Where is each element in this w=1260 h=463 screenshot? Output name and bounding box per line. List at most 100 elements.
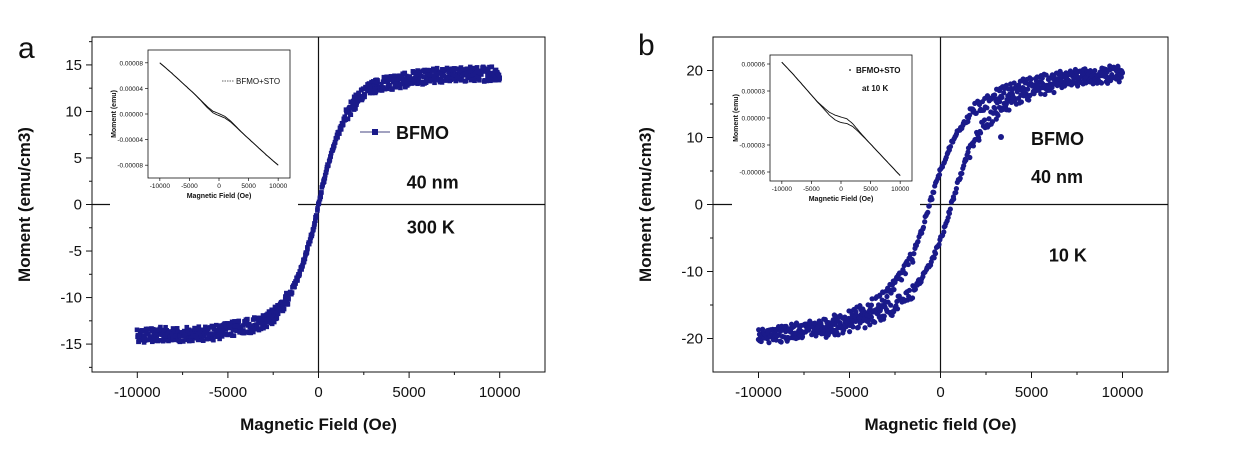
- data-point: [835, 332, 841, 338]
- y-tick-label: -10: [681, 264, 703, 281]
- data-point: [473, 65, 479, 71]
- data-point: [275, 311, 281, 316]
- data-point: [248, 330, 254, 336]
- data-point: [946, 210, 953, 217]
- annotation-temperature: 300 K: [407, 217, 455, 237]
- data-point: [322, 175, 328, 181]
- data-point: [281, 306, 287, 312]
- inset-y-tick-label: -0.00008: [117, 163, 143, 170]
- data-point: [332, 139, 338, 145]
- data-point: [1080, 71, 1086, 77]
- data-point: [313, 215, 319, 220]
- data-point: [176, 338, 182, 344]
- data-point: [393, 73, 398, 79]
- data-point: [778, 339, 784, 345]
- data-point: [431, 73, 437, 79]
- data-point: [395, 83, 401, 89]
- data-point: [400, 78, 406, 84]
- data-point: [1020, 84, 1026, 91]
- data-point: [953, 186, 960, 192]
- data-point: [920, 224, 927, 230]
- data-point: [393, 80, 399, 85]
- data-point: [959, 170, 965, 177]
- data-point: [359, 97, 365, 103]
- data-point: [981, 117, 988, 123]
- inset-x-axis-title: Magnetic Field (Oe): [187, 193, 252, 200]
- data-point: [367, 84, 373, 90]
- data-point: [325, 163, 331, 169]
- data-point: [1116, 79, 1122, 85]
- data-point: [345, 116, 351, 122]
- inset-y-tick-label: 0.00004: [120, 86, 144, 93]
- inset-x-tick-label: -5000: [803, 186, 820, 193]
- data-point: [496, 72, 502, 78]
- data-point: [970, 143, 976, 149]
- data-point: [415, 68, 420, 73]
- data-point: [253, 316, 259, 322]
- data-point: [312, 218, 318, 223]
- data-point: [338, 127, 344, 132]
- data-point: [196, 324, 202, 329]
- data-point: [254, 324, 260, 330]
- data-point: [463, 78, 469, 84]
- data-point: [276, 307, 282, 312]
- data-point: [237, 324, 242, 330]
- inset-chart: -10000 -5000 0 5000 10000 -0.00008 -0.00004 0.0…: [110, 38, 298, 206]
- data-point: [223, 331, 229, 336]
- data-point: [779, 333, 785, 340]
- data-point: [436, 76, 441, 82]
- data-point: [458, 77, 463, 83]
- x-tick-label: 0: [314, 384, 322, 401]
- data-point: [850, 318, 856, 324]
- data-point: [373, 89, 379, 95]
- data-point: [350, 101, 356, 106]
- data-point: [1106, 67, 1112, 73]
- data-point: [215, 327, 221, 333]
- data-point: [846, 329, 853, 335]
- data-point: [1083, 74, 1089, 81]
- data-point: [882, 300, 888, 306]
- x-tick-label: 10000: [479, 384, 521, 401]
- x-tick-label: -5000: [830, 384, 868, 401]
- data-point: [270, 308, 276, 314]
- data-point: [420, 79, 426, 85]
- data-point: [322, 172, 328, 178]
- data-point: [199, 327, 205, 333]
- data-point: [384, 74, 389, 80]
- data-point: [1071, 76, 1077, 82]
- data-point: [289, 291, 294, 297]
- data-point: [487, 76, 493, 82]
- data-point: [261, 325, 266, 331]
- data-point: [417, 70, 423, 76]
- data-point: [1113, 74, 1119, 80]
- data-point: [305, 245, 310, 250]
- data-point: [215, 334, 220, 339]
- data-point: [947, 206, 953, 212]
- data-point: [1033, 78, 1040, 84]
- data-point: [856, 315, 863, 321]
- data-point: [485, 66, 491, 72]
- x-tick-label: 5000: [1015, 384, 1048, 401]
- data-point: [1006, 107, 1012, 113]
- y-tick-label: -10: [60, 290, 82, 307]
- data-point: [343, 117, 348, 122]
- data-point: [354, 95, 359, 101]
- data-point: [478, 70, 483, 76]
- data-point: [459, 68, 464, 74]
- data-point: [911, 251, 917, 257]
- data-point: [410, 81, 415, 86]
- y-tick-label: 0: [695, 197, 703, 214]
- x-tick-label: -10000: [114, 384, 161, 401]
- data-point: [138, 334, 143, 339]
- data-point: [432, 80, 437, 86]
- data-point: [245, 316, 250, 322]
- data-point: [977, 130, 984, 136]
- data-point: [293, 281, 298, 286]
- data-point: [973, 110, 979, 116]
- y-tick-label: 10: [686, 130, 703, 147]
- data-point: [379, 81, 384, 87]
- data-point: [872, 319, 878, 325]
- data-point: [209, 323, 215, 329]
- data-point: [285, 302, 290, 307]
- data-point: [451, 76, 457, 81]
